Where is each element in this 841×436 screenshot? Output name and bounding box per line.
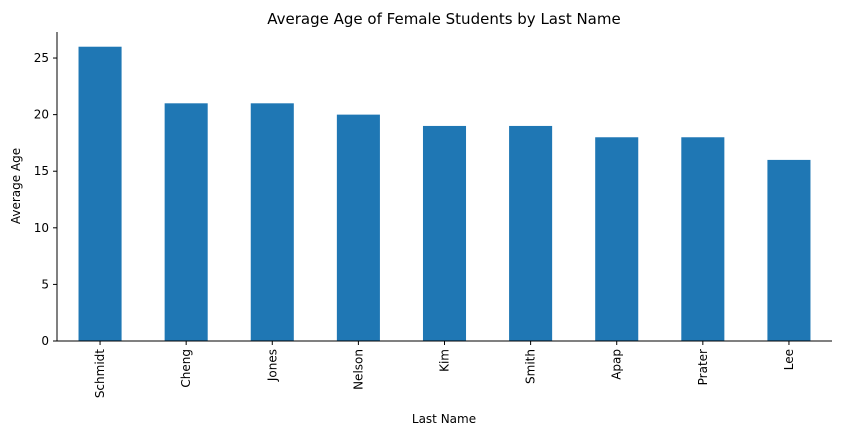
y-tick-label: 5 [41, 277, 49, 291]
x-axis-label: Last Name [412, 412, 476, 426]
y-tick-label: 25 [34, 51, 49, 65]
x-tick-label: Lee [782, 349, 796, 370]
bar-jones [250, 103, 294, 341]
bar-lee [767, 159, 811, 341]
y-tick-label: 10 [34, 221, 49, 235]
x-tick-label: Prater [696, 349, 710, 385]
y-ticks-group: 0 5 10 15 20 25 [34, 51, 57, 348]
bar-apap [595, 137, 639, 341]
y-axis-label: Average Age [9, 148, 23, 224]
x-tick-label: Apap [610, 349, 624, 380]
y-tick-label: 20 [34, 108, 49, 122]
bar-schmidt [78, 46, 122, 341]
bar-nelson [336, 114, 380, 341]
y-tick-label: 15 [34, 164, 49, 178]
x-tick-label: Jones [265, 349, 279, 382]
bar-prater [681, 137, 725, 341]
bar-smith [509, 125, 553, 341]
bar-cheng [164, 103, 208, 341]
x-tick-label: Kim [438, 349, 452, 372]
bars-group [78, 46, 811, 341]
bar-kim [422, 125, 467, 341]
x-tick-label: Cheng [179, 349, 193, 388]
x-tick-label: Smith [524, 349, 538, 384]
y-tick-label: 0 [41, 334, 49, 348]
x-ticks-group: Schmidt Cheng Jones Nelson Kim Smith Apap Prate… [93, 341, 796, 398]
x-tick-label: Schmidt [93, 349, 107, 398]
chart-title: Average Age of Female Students by Last N… [267, 10, 620, 28]
x-tick-label: Nelson [351, 349, 365, 390]
